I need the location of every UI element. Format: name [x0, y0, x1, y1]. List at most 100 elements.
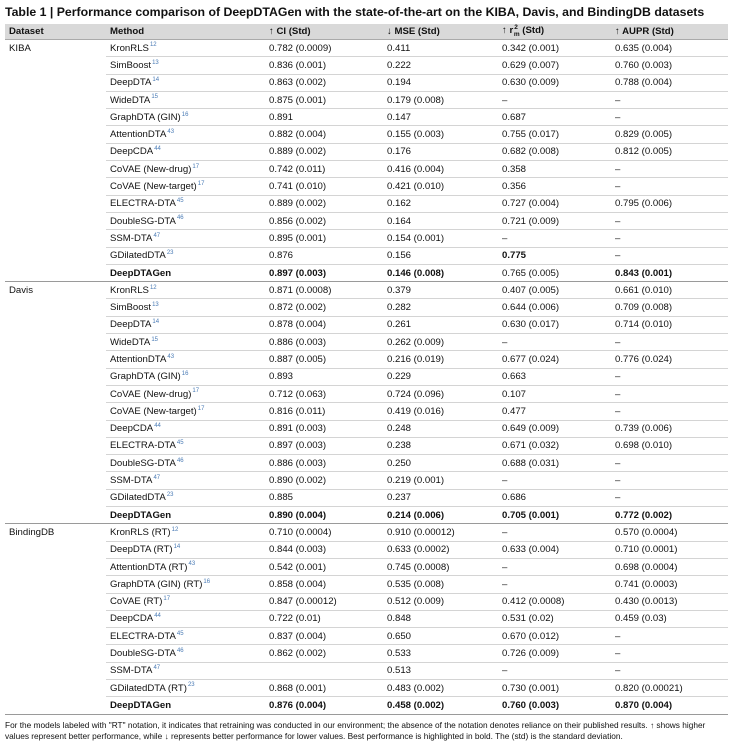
- table-row: DeepDTAGen 0.897 (0.003) 0.146 (0.008) 0.76…: [5, 264, 728, 283]
- method-name: DoubleSG-DTA: [110, 457, 176, 469]
- table-title: Table 1 | Performance comparison of Deep…: [5, 5, 705, 19]
- ci-cell: 0.868 (0.001): [265, 679, 383, 698]
- dataset-cell: [5, 662, 106, 679]
- method-name: CoVAE (New-drug): [110, 388, 192, 400]
- mse-cell: 0.512 (0.009): [383, 593, 498, 611]
- aupr-cell: –: [611, 160, 728, 179]
- r2m-cell: 0.531 (0.02): [498, 610, 611, 629]
- dataset-cell: [5, 437, 106, 454]
- ci-cell: 0.897 (0.003): [265, 264, 383, 283]
- method-cell: CoVAE (RT)17: [106, 593, 265, 611]
- mse-cell: 0.250: [383, 454, 498, 473]
- dataset-cell: [5, 264, 106, 283]
- mse-cell: 0.416 (0.004): [383, 160, 498, 179]
- reference-number: 17: [197, 405, 205, 412]
- method-cell: GraphDTA (GIN) (RT)16: [106, 575, 265, 594]
- table-row: CoVAE (New-target)17 0.816 (0.011) 0.419 (…: [5, 402, 728, 421]
- r2m-cell: 0.342 (0.001): [498, 39, 611, 58]
- mse-cell: 0.483 (0.002): [383, 679, 498, 698]
- mse-cell: 0.155 (0.003): [383, 125, 498, 144]
- table-row: DeepDTA14 0.863 (0.002) 0.194 0.630 (0.009)…: [5, 74, 728, 92]
- ci-cell: 0.816 (0.011): [265, 402, 383, 421]
- reference-number: 15: [151, 336, 159, 343]
- ci-cell: 0.887 (0.005): [265, 350, 383, 369]
- ci-cell: 0.895 (0.001): [265, 229, 383, 248]
- ci-cell: 0.858 (0.004): [265, 575, 383, 594]
- method-name: AttentionDTA (RT): [110, 561, 188, 573]
- method-name: DeepCDA: [110, 613, 154, 625]
- mse-cell: 0.633 (0.0002): [383, 541, 498, 559]
- ci-cell: 0.876 (0.004): [265, 696, 383, 715]
- mse-cell: 0.745 (0.0008): [383, 558, 498, 577]
- method-name: CoVAE (New-target): [110, 181, 197, 193]
- method-name: DeepDTA: [110, 319, 152, 331]
- method-name: GraphDTA (GIN): [110, 111, 181, 123]
- method-name: GraphDTA (GIN): [110, 371, 181, 383]
- mse-cell: 0.147: [383, 108, 498, 127]
- ci-cell: 0.856 (0.002): [265, 212, 383, 231]
- reference-number: 45: [176, 198, 184, 205]
- method-cell: DeepDTAGen: [106, 264, 265, 283]
- method-name: WideDTA: [110, 94, 151, 106]
- header-r2m: ↑ r2m (Std): [498, 24, 611, 40]
- table-row: SimBoost13 0.872 (0.002) 0.282 0.644 (0.006…: [5, 298, 728, 317]
- method-cell: DeepCDA44: [106, 610, 265, 629]
- aupr-cell: –: [611, 662, 728, 680]
- reference-number: 44: [154, 613, 161, 620]
- method-cell: GraphDTA (GIN)16: [106, 368, 265, 386]
- r2m-cell: 0.682 (0.008): [498, 143, 611, 162]
- reference-number: 46: [176, 647, 184, 654]
- r2m-cell: 0.671 (0.032): [498, 437, 611, 456]
- reference-number: 46: [176, 215, 184, 222]
- mse-cell: 0.513: [383, 662, 498, 680]
- method-name: DoubleSG-DTA: [110, 648, 176, 660]
- ci-cell: 0.882 (0.004): [265, 125, 383, 144]
- table-row: DoubleSG-DTA46 0.862 (0.002) 0.533 0.726 (0…: [5, 644, 728, 663]
- ci-cell: 0.782 (0.0009): [265, 39, 383, 58]
- mse-cell: 0.411: [383, 39, 498, 58]
- r2m-cell: 0.630 (0.009): [498, 74, 611, 92]
- table-row: CoVAE (New-drug)17 0.742 (0.011) 0.416 (0.…: [5, 160, 728, 179]
- table-row: DeepDTAGen 0.890 (0.004) 0.214 (0.006) 0.70…: [5, 506, 728, 525]
- table-row: AttentionDTA (RT)43 0.542 (0.001) 0.745 (0…: [5, 558, 728, 577]
- ci-cell: 0.710 (0.0004): [265, 523, 383, 542]
- r2m-cell: –: [498, 333, 611, 352]
- ci-cell: 0.836 (0.001): [265, 56, 383, 75]
- dataset-cell: [5, 91, 106, 108]
- aupr-cell: 0.570 (0.0004): [611, 523, 728, 542]
- dataset-cell: [5, 489, 106, 506]
- mse-cell: 0.162: [383, 195, 498, 213]
- r2m-cell: 0.649 (0.009): [498, 420, 611, 438]
- dataset-cell: [5, 558, 106, 575]
- table-row: ELECTRA-DTA45 0.837 (0.004) 0.650 0.670 (0.…: [5, 627, 728, 646]
- dataset-cell: [5, 506, 106, 525]
- aupr-cell: 0.788 (0.004): [611, 74, 728, 92]
- method-name: GDilatedDTA (RT): [110, 682, 187, 694]
- mse-cell: 0.379: [383, 281, 498, 300]
- ci-cell: 0.891: [265, 108, 383, 127]
- method-name: CoVAE (New-target): [110, 405, 197, 417]
- method-name: KronRLS (RT): [110, 526, 171, 538]
- dataset-cell: [5, 230, 106, 247]
- method-cell: GDilatedDTA (RT)23: [106, 679, 265, 698]
- ci-cell: 0.891 (0.003): [265, 420, 383, 438]
- dataset-cell: [5, 212, 106, 229]
- table-row: DoubleSG-DTA46 0.856 (0.002) 0.164 0.721 (0…: [5, 212, 728, 231]
- dataset-cell: [5, 57, 106, 74]
- mse-cell: 0.650: [383, 627, 498, 646]
- mse-cell: 0.724 (0.096): [383, 385, 498, 404]
- table-row: DeepDTA14 0.878 (0.004) 0.261 0.630 (0.017)…: [5, 316, 728, 335]
- r2m-cell: 0.477: [498, 402, 611, 421]
- table-row: CoVAE (New-target)17 0.741 (0.010) 0.421 (…: [5, 177, 728, 196]
- mse-cell: 0.261: [383, 316, 498, 335]
- dataset-cell: [5, 696, 106, 715]
- table-row: WideDTA15 0.886 (0.003) 0.262 (0.009) – –: [5, 333, 728, 352]
- mse-cell: 0.216 (0.019): [383, 350, 498, 369]
- method-cell: SSM-DTA47: [106, 229, 265, 248]
- method-cell: KronRLS (RT)12: [106, 523, 265, 542]
- reference-number: 16: [181, 371, 189, 378]
- dataset-cell: [5, 351, 106, 368]
- mse-cell: 0.179 (0.008): [383, 91, 498, 110]
- header-dataset: Dataset: [5, 24, 106, 40]
- aupr-cell: –: [611, 385, 728, 404]
